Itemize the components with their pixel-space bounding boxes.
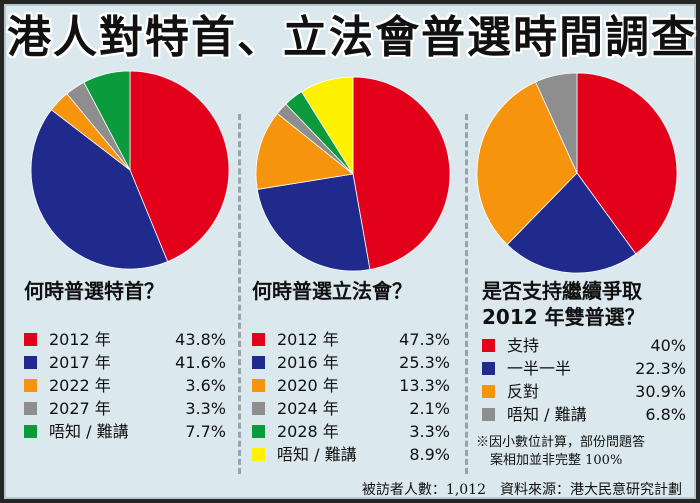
question-line: 2012 年雙普選？ bbox=[482, 305, 645, 329]
legend-label: 2024 年 bbox=[277, 399, 339, 418]
legend-swatch bbox=[482, 408, 495, 421]
pie-slice bbox=[256, 173, 371, 272]
source-footer: 被訪者人數：1,012 資料來源：港大民意研究計劃 bbox=[361, 482, 682, 498]
legend-swatch bbox=[252, 356, 265, 369]
legend-value: 7.7% bbox=[185, 422, 226, 441]
legend-value: 6.8% bbox=[645, 405, 686, 424]
legend-item: 支持 40% bbox=[482, 334, 686, 357]
legend-value: 22.3% bbox=[635, 359, 686, 378]
legend-swatch bbox=[482, 339, 495, 352]
legend-value: 25.3% bbox=[399, 353, 450, 372]
legend-item: 2027 年 3.3% bbox=[24, 397, 226, 420]
pie-slice bbox=[129, 70, 230, 263]
legend-label: 支持 bbox=[507, 336, 540, 355]
legend-label: 2027 年 bbox=[49, 399, 111, 418]
legend-value: 3.3% bbox=[185, 399, 226, 418]
legend-label: 2012 年 bbox=[277, 330, 339, 349]
footnote-line: ※因小數位計算，部份問題答 bbox=[476, 435, 646, 450]
legend-value: 2.1% bbox=[409, 399, 450, 418]
legend-swatch bbox=[252, 402, 265, 415]
pie-slice bbox=[83, 70, 131, 171]
legend-item: 2016 年 25.3% bbox=[252, 351, 450, 374]
legend-label: 2016 年 bbox=[277, 353, 339, 372]
legend-swatch bbox=[482, 385, 495, 398]
legend-value: 41.6% bbox=[175, 353, 226, 372]
question-line: 是否支持繼續爭取 bbox=[482, 279, 642, 303]
legend-swatch bbox=[252, 448, 265, 461]
legend-value: 3.3% bbox=[409, 422, 450, 441]
infographic-title: 港人對特首、立法會普選時間調查 bbox=[7, 12, 697, 63]
pie-slice bbox=[576, 72, 678, 255]
legend-value: 30.9% bbox=[635, 382, 686, 401]
question-chief-executive: 何時普選特首？ bbox=[24, 278, 234, 304]
question-line: 何時普選立法會？ bbox=[252, 279, 412, 303]
pie-slice bbox=[352, 76, 451, 270]
legend-value: 47.3% bbox=[399, 330, 450, 349]
question-support-universal-suffrage: 是否支持繼續爭取 2012 年雙普選？ bbox=[482, 278, 694, 330]
pie-slice bbox=[476, 81, 578, 246]
pie-chart-support-universal-suffrage bbox=[476, 72, 678, 274]
legend-value: 8.9% bbox=[409, 445, 450, 464]
divider-right bbox=[465, 114, 468, 474]
legend-item: 唔知 / 難講 8.9% bbox=[252, 443, 450, 466]
question-line: 何時普選特首？ bbox=[24, 279, 164, 303]
legend-swatch bbox=[24, 425, 37, 438]
legend-swatch bbox=[482, 362, 495, 375]
pie-slice bbox=[506, 172, 637, 274]
legend-item: 2022 年 3.6% bbox=[24, 374, 226, 397]
legend-support-universal-suffrage: 支持 40% 一半一半 22.3% 反對 30.9% 唔知 / 難講 6.8% bbox=[482, 334, 686, 426]
footnote-line: 案相加並非完整 100% bbox=[490, 453, 623, 468]
legend-label: 2022 年 bbox=[49, 376, 111, 395]
legend-item: 反對 30.9% bbox=[482, 380, 686, 403]
legend-item: 唔知 / 難講 7.7% bbox=[24, 420, 226, 443]
divider-left bbox=[238, 114, 241, 474]
legend-label: 2012 年 bbox=[49, 330, 111, 349]
legend-item: 一半一半 22.3% bbox=[482, 357, 686, 380]
pie-slice bbox=[535, 72, 578, 174]
legend-item: 2012 年 43.8% bbox=[24, 328, 226, 351]
legend-label: 唔知 / 難講 bbox=[507, 405, 587, 424]
question-legislative-council: 何時普選立法會？ bbox=[252, 278, 464, 304]
legend-label: 唔知 / 難講 bbox=[49, 422, 129, 441]
legend-item: 2017 年 41.6% bbox=[24, 351, 226, 374]
legend-item: 2012 年 47.3% bbox=[252, 328, 450, 351]
legend-item: 2024 年 2.1% bbox=[252, 397, 450, 420]
legend-item: 2020 年 13.3% bbox=[252, 374, 450, 397]
legend-label: 反對 bbox=[507, 382, 540, 401]
legend-swatch bbox=[24, 333, 37, 346]
legend-label: 2020 年 bbox=[277, 376, 339, 395]
pie-slice bbox=[255, 112, 354, 190]
legend-label: 2017 年 bbox=[49, 353, 111, 372]
legend-label: 唔知 / 難講 bbox=[277, 445, 357, 464]
pie-slice bbox=[30, 109, 169, 270]
legend-label: 2028 年 bbox=[277, 422, 339, 441]
legend-swatch bbox=[252, 425, 265, 438]
legend-value: 43.8% bbox=[175, 330, 226, 349]
pie-chart-legislative-council bbox=[255, 76, 451, 272]
legend-value: 3.6% bbox=[185, 376, 226, 395]
pie-slice bbox=[301, 76, 354, 176]
legend-swatch bbox=[24, 402, 37, 415]
legend-label: 一半一半 bbox=[507, 359, 572, 378]
legend-value: 13.3% bbox=[399, 376, 450, 395]
legend-item: 唔知 / 難講 6.8% bbox=[482, 403, 686, 426]
legend-item: 2028 年 3.3% bbox=[252, 420, 450, 443]
legend-chief-executive: 2012 年 43.8% 2017 年 41.6% 2022 年 3.6% 2027 年 3.… bbox=[24, 328, 226, 443]
pie-chart-chief-executive bbox=[30, 70, 230, 270]
infographic-panel: 港人對特首、立法會普選時間調查 何時普選特首？ 2012 年 43.8% 2017 … bbox=[4, 4, 696, 499]
legend-value: 40% bbox=[650, 336, 686, 355]
footnote: ※因小數位計算，部份問題答 案相加並非完整 100% bbox=[476, 434, 696, 470]
legend-swatch bbox=[252, 379, 265, 392]
legend-swatch bbox=[24, 356, 37, 369]
legend-swatch bbox=[252, 333, 265, 346]
legend-swatch bbox=[24, 379, 37, 392]
